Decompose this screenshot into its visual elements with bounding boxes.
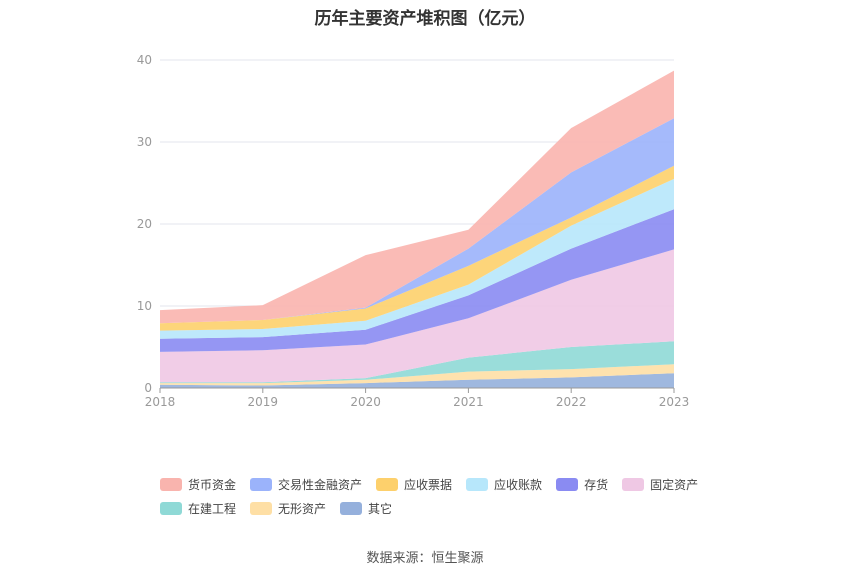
y-tick-label: 30 xyxy=(137,135,152,149)
area-series-存货 xyxy=(160,209,674,352)
area-series-货币资金 xyxy=(160,70,674,324)
y-tick-label: 40 xyxy=(137,53,152,67)
area-series-固定资产 xyxy=(160,249,674,383)
area-series-在建工程 xyxy=(160,341,674,384)
y-tick-label: 10 xyxy=(137,299,152,313)
legend-item[interactable]: 存货 xyxy=(556,476,608,493)
x-tick-label: 2023 xyxy=(659,395,690,409)
legend-label: 交易性金融资产 xyxy=(278,477,363,492)
y-tick-label: 20 xyxy=(137,217,152,231)
legend-label: 其它 xyxy=(368,501,393,516)
legend-label: 固定资产 xyxy=(650,477,699,492)
legend-item[interactable]: 无形资产 xyxy=(250,500,326,517)
legend: 货币资金 交易性金融资产 应收票据 应收账款 存货 固定资产 在建工程 无形资产 其它 xyxy=(160,472,720,520)
area-series-交易性金融资产 xyxy=(160,118,674,324)
legend-item[interactable]: 在建工程 xyxy=(160,500,236,517)
area-series-group xyxy=(160,70,674,388)
source-note: 数据来源：恒生聚源 xyxy=(366,551,484,566)
area-series-应收票据 xyxy=(160,165,674,331)
legend-label: 应收账款 xyxy=(494,477,543,492)
legend-swatch xyxy=(340,501,363,515)
legend-label: 货币资金 xyxy=(188,477,237,492)
legend-swatch xyxy=(250,477,273,491)
legend-swatch xyxy=(250,501,273,515)
legend-label: 在建工程 xyxy=(188,501,237,516)
legend-item[interactable]: 应收票据 xyxy=(376,476,452,493)
legend-item[interactable]: 货币资金 xyxy=(160,476,236,493)
axes: 0 10 20 30 40 2018 2019 2020 2021 2022 2023 xyxy=(137,53,690,409)
legend-row: 在建工程 无形资产 其它 xyxy=(160,496,720,520)
area-series-无形资产 xyxy=(160,364,674,386)
legend-row: 货币资金 交易性金融资产 应收票据 应收账款 存货 固定资产 xyxy=(160,472,720,496)
legend-swatch xyxy=(160,501,182,515)
legend-swatch xyxy=(622,477,645,491)
legend-swatch xyxy=(376,477,399,491)
x-tick-label: 2021 xyxy=(453,395,484,409)
chart-title: 历年主要资产堆积图（亿元） xyxy=(314,9,536,29)
legend-label: 无形资产 xyxy=(278,501,327,516)
x-tick-label: 2018 xyxy=(145,395,176,409)
area-series-应收账款 xyxy=(160,178,674,339)
legend-label: 存货 xyxy=(584,477,609,492)
legend-item[interactable]: 交易性金融资产 xyxy=(250,476,362,493)
x-tick-label: 2019 xyxy=(248,395,279,409)
legend-item[interactable]: 其它 xyxy=(340,500,392,517)
legend-label: 应收票据 xyxy=(404,477,453,492)
y-tick-label: 0 xyxy=(144,381,152,395)
legend-swatch xyxy=(556,477,579,491)
legend-swatch xyxy=(160,477,182,491)
x-tick-label: 2020 xyxy=(350,395,381,409)
legend-item[interactable]: 应收账款 xyxy=(466,476,542,493)
legend-item[interactable]: 固定资产 xyxy=(622,476,698,493)
x-tick-label: 2022 xyxy=(556,395,587,409)
area-series-其它 xyxy=(160,373,674,388)
legend-swatch xyxy=(466,477,489,491)
